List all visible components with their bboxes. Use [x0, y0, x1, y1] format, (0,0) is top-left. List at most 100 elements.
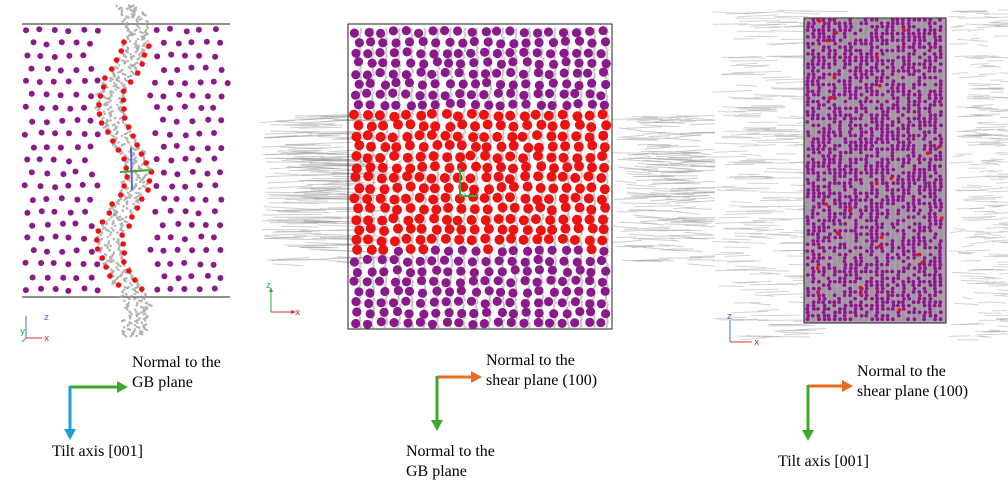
- shear-trace: [978, 134, 998, 136]
- matrix-atom: [160, 247, 167, 254]
- matrix-atom: [806, 65, 810, 70]
- shear-trace: [767, 234, 797, 237]
- matrix-atom: [853, 89, 858, 94]
- matrix-atom: [811, 150, 816, 155]
- matrix-atom: [389, 255, 399, 265]
- gb-atom: [352, 244, 363, 255]
- gb-atom: [558, 152, 569, 163]
- shear-trace: [979, 169, 995, 173]
- matrix-atom: [810, 249, 815, 254]
- shear-trace: [287, 245, 326, 248]
- shear-trace: [462, 324, 467, 329]
- trace-atom: [816, 24, 820, 29]
- matrix-atom: [587, 38, 597, 48]
- shear-trace: [514, 51, 517, 56]
- matrix-atom: [827, 113, 831, 118]
- trace-atom: [853, 35, 857, 39]
- matrix-atom: [811, 205, 816, 209]
- gb-atom: [98, 120, 105, 126]
- shear-trace: [979, 141, 1008, 144]
- gb-atom: [548, 183, 559, 194]
- matrix-atom: [838, 174, 842, 179]
- matrix-atom: [843, 266, 847, 271]
- gb-atom: [354, 183, 365, 194]
- shear-trace: [286, 222, 319, 225]
- shear-trace: [775, 81, 803, 84]
- trace-atom: [832, 79, 836, 84]
- shear-trace: [634, 205, 684, 208]
- matrix-atom: [544, 318, 555, 328]
- shear-trace: [267, 180, 304, 184]
- matrix-atom: [493, 88, 503, 98]
- shear-trace: [397, 129, 400, 134]
- shear-trace: [384, 195, 388, 200]
- matrix-atom: [380, 80, 391, 90]
- matrix-atom: [204, 93, 211, 100]
- trace-atom: [826, 269, 831, 274]
- matrix-atom: [849, 262, 853, 267]
- shear-trace: [410, 177, 414, 182]
- matrix-atom: [496, 59, 506, 69]
- matrix-atom: [393, 286, 403, 296]
- shear-trace: [734, 178, 773, 180]
- matrix-atom: [843, 208, 847, 213]
- shear-trace: [739, 160, 774, 163]
- shear-trace: [422, 171, 426, 176]
- shear-trace: [725, 209, 776, 213]
- axis-triad-1: z x y: [20, 310, 56, 349]
- shear-trace: [289, 124, 344, 129]
- matrix-atom: [854, 109, 859, 114]
- matrix-atom: [470, 79, 481, 89]
- matrix-atom: [428, 26, 438, 36]
- matrix-atom: [816, 262, 821, 267]
- matrix-atom: [415, 317, 425, 327]
- dislocation-trace: [108, 114, 113, 118]
- shear-trace: [423, 138, 428, 143]
- gb-atom: [561, 182, 572, 193]
- shear-trace: [592, 213, 596, 218]
- matrix-atom: [544, 297, 554, 307]
- shear-trace: [729, 205, 768, 208]
- matrix-atom: [816, 89, 821, 94]
- matrix-atom: [822, 103, 826, 107]
- shear-trace: [975, 137, 1002, 140]
- trace-atom: [843, 160, 848, 165]
- shear-trace: [1000, 222, 1008, 224]
- matrix-atom: [806, 75, 810, 80]
- gb-atom: [429, 183, 440, 194]
- gb-atom: [546, 131, 557, 142]
- dislocation-trace: [123, 305, 130, 310]
- shear-trace: [956, 207, 985, 210]
- shear-trace: [748, 233, 791, 235]
- shear-trace: [642, 131, 666, 135]
- dislocation-trace: [125, 6, 131, 11]
- matrix-atom: [505, 297, 515, 308]
- shear-trace: [952, 71, 968, 75]
- shear-trace: [384, 48, 388, 53]
- gb-atom: [440, 233, 451, 244]
- matrix-atom: [469, 268, 479, 278]
- trace-atom: [837, 188, 842, 192]
- matrix-atom: [391, 38, 401, 48]
- shear-trace: [397, 72, 401, 77]
- gb-atom: [416, 223, 427, 234]
- trace-atom: [821, 52, 826, 56]
- shear-trace: [461, 219, 465, 224]
- shear-trace: [612, 239, 643, 243]
- shear-trace: [969, 207, 984, 210]
- matrix-atom: [828, 256, 832, 260]
- dislocation-trace: [111, 221, 116, 226]
- trace-atom: [816, 208, 820, 213]
- matrix-atom: [805, 256, 810, 260]
- shear-trace: [626, 184, 656, 188]
- matrix-atom: [816, 79, 820, 84]
- gb-atom: [598, 130, 609, 141]
- trace-atom: [816, 157, 821, 162]
- shear-trace: [358, 33, 362, 38]
- shear-trace: [983, 65, 1002, 68]
- trace-atom: [811, 283, 816, 288]
- gb-atom: [143, 160, 149, 166]
- dislocation-trace: [112, 83, 118, 88]
- shear-trace: [745, 11, 784, 14]
- trace-atom: [848, 65, 853, 70]
